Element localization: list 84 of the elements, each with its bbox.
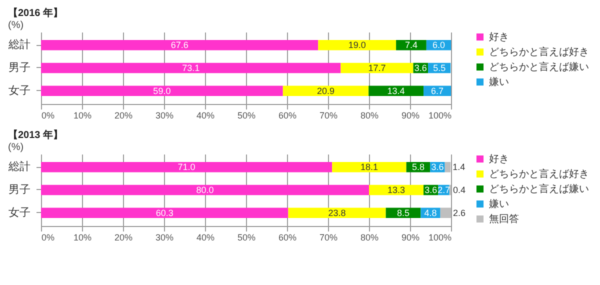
x-tick-label: 80%	[360, 110, 379, 120]
data-label: 3.6	[424, 185, 438, 195]
data-label: 18.1	[360, 162, 378, 172]
x-tick-label: 60%	[278, 232, 297, 242]
bar	[424, 86, 451, 96]
bar	[41, 62, 341, 74]
data-label: 2.6	[453, 208, 466, 218]
data-label: 17.7	[368, 63, 386, 73]
x-tick-label: 100%	[428, 232, 452, 242]
data-label: 13.4	[387, 86, 405, 96]
data-label: 3.6	[431, 162, 444, 172]
x-tick-label: 30%	[155, 110, 174, 120]
legend-label: 嫌い	[489, 198, 509, 210]
x-tick-label: 60%	[278, 110, 297, 120]
data-label: 6.7	[431, 86, 444, 96]
x-tick-label: 80%	[360, 232, 379, 242]
x-tick-label: 50%	[237, 110, 256, 120]
bar	[41, 162, 332, 172]
data-label: 23.8	[328, 208, 346, 218]
x-tick-label: 70%	[319, 110, 338, 120]
data-label: 60.3	[156, 208, 174, 218]
x-tick-label: 10%	[73, 232, 92, 242]
chart-title: 【2013 年】	[8, 129, 64, 141]
text: どちらかと言えば嫌い	[489, 183, 589, 195]
legend-label: 好き	[489, 32, 509, 43]
x-tick-label: 0%	[42, 110, 55, 120]
y-tick-label: 総計	[8, 38, 30, 52]
x-tick-label: 0%	[42, 232, 55, 242]
bar	[282, 86, 369, 96]
bar	[318, 40, 396, 50]
y-tick-label: 男子	[8, 184, 30, 196]
data-label: 19.0	[348, 40, 366, 50]
x-tick-label: 20%	[114, 232, 133, 242]
y-tick-label: 女子	[8, 206, 30, 219]
x-tick-label: 50%	[237, 232, 256, 242]
y-tick-label: 女子	[8, 84, 30, 97]
data-label: 6.0	[432, 40, 445, 50]
bar	[41, 40, 318, 50]
data-label: 8.5	[396, 208, 410, 218]
data-label: 5.8	[412, 162, 424, 172]
data-label: 0.4	[453, 185, 466, 195]
bar	[396, 40, 426, 50]
x-tick-label: 40%	[196, 232, 215, 242]
data-label: 71.0	[178, 162, 196, 172]
data-label: 13.3	[388, 185, 406, 195]
legend-label: どちらかと言えば好き	[489, 46, 589, 58]
x-tick-label: 30%	[155, 232, 174, 242]
text: 好き	[489, 154, 509, 165]
bar	[444, 162, 451, 172]
chart-subtitle: (%)	[8, 20, 24, 31]
x-tick-label: 90%	[401, 110, 420, 120]
bar	[41, 184, 369, 196]
data-label: 5.5	[433, 63, 446, 73]
bar	[41, 86, 283, 96]
x-tick-label: 70%	[319, 232, 338, 242]
y-tick-label: 男子	[8, 62, 30, 74]
data-label: 73.1	[182, 63, 200, 73]
bar	[288, 208, 386, 218]
data-label: 3.6	[414, 63, 427, 73]
x-tick-label: 40%	[196, 110, 215, 120]
bar	[332, 162, 406, 172]
data-label: 59.0	[153, 86, 171, 96]
y-tick-label: 総計	[8, 160, 30, 174]
bar	[41, 208, 288, 218]
bar	[386, 208, 421, 218]
data-label: 80.0	[196, 185, 214, 195]
chart-subtitle: (%)	[8, 142, 24, 153]
legend-label: 無回答	[489, 213, 519, 225]
data-label: 7.4	[404, 40, 418, 50]
x-tick-label: 20%	[114, 110, 133, 120]
x-tick-label: 90%	[401, 232, 420, 242]
legend-label: 嫌い	[489, 76, 509, 88]
x-tick-label: 10%	[73, 110, 92, 120]
legend-label: どちらかと言えば嫌い	[489, 61, 589, 73]
chart-title: 【2016 年】	[8, 7, 64, 19]
data-label: 4.8	[424, 208, 437, 218]
data-label: 1.4	[452, 162, 466, 172]
text: どちらかと言えば好き	[489, 168, 589, 180]
x-tick-label: 100%	[428, 110, 452, 120]
bar	[440, 208, 451, 218]
data-label: 67.6	[170, 40, 188, 50]
bar	[368, 86, 424, 96]
data-label: 20.9	[316, 86, 335, 96]
bar	[340, 62, 414, 74]
